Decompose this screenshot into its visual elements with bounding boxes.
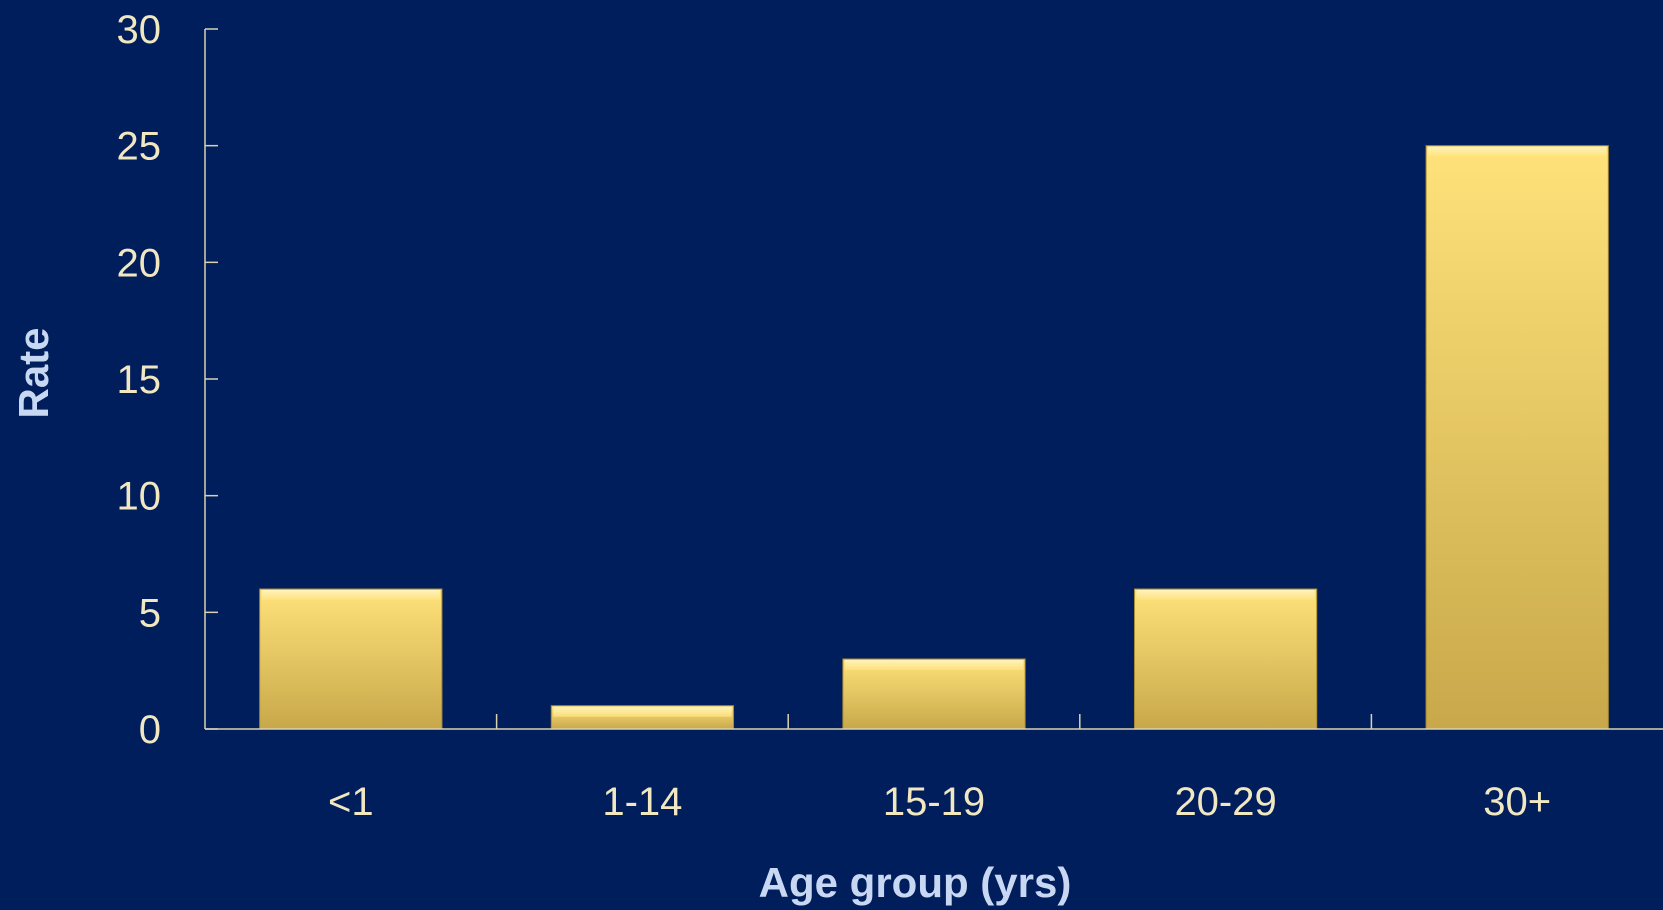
bar-bevel: [553, 706, 732, 717]
bars-layer: [259, 145, 1609, 730]
bar-bevel: [844, 660, 1024, 670]
x-tick-label: <1: [328, 780, 374, 824]
bar-bevel: [261, 590, 440, 600]
y-tick-label: 30: [117, 8, 162, 52]
x-tick-label: 30+: [1483, 780, 1551, 824]
y-tick-label: 10: [117, 475, 162, 519]
y-tick-label: 25: [117, 125, 162, 169]
bar-0: [259, 588, 443, 730]
bar-2: [842, 658, 1026, 730]
axes-layer: [204, 28, 1663, 730]
x-axis-title: Age group (yrs): [759, 859, 1072, 906]
bar-body: [259, 588, 443, 730]
bar-bevel: [1136, 590, 1315, 600]
bar-body: [1425, 145, 1609, 730]
y-tick-label: 20: [117, 241, 162, 285]
bar-3: [1133, 588, 1318, 730]
x-tick-label: 20-29: [1174, 780, 1276, 824]
y-tick-label: 0: [139, 708, 161, 752]
bar-4: [1425, 145, 1609, 730]
bar-body: [842, 658, 1026, 730]
bar-bevel: [1428, 146, 1607, 157]
labels-layer: 0 5 10 15 20 25 30 <1 1-14 15-19 20-29 30+: [117, 8, 1552, 824]
bar-body: [1133, 588, 1318, 730]
y-tick-label: 5: [139, 591, 161, 635]
x-tick-label: 15-19: [883, 780, 985, 824]
x-tick-label: 1-14: [602, 780, 682, 824]
bar-1: [550, 705, 735, 730]
y-tick-label: 15: [117, 358, 162, 402]
y-axis-title: Rate: [10, 327, 57, 418]
